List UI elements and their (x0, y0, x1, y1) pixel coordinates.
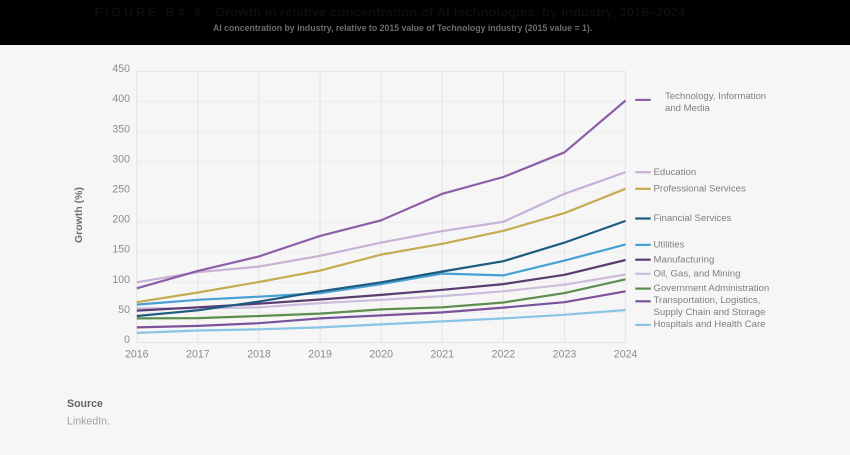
svg-text:2024: 2024 (614, 349, 638, 361)
svg-text:100: 100 (112, 274, 130, 286)
svg-text:Professional Services: Professional Services (654, 183, 746, 194)
svg-text:450: 450 (112, 63, 130, 75)
svg-text:Financial Services: Financial Services (654, 213, 732, 224)
svg-text:2019: 2019 (308, 349, 332, 361)
svg-text:2016: 2016 (125, 349, 149, 361)
svg-text:Technology, Information: Technology, Information (665, 91, 766, 102)
svg-text:Education: Education (654, 167, 697, 178)
svg-text:AI concentration by industry,: AI concentration by industry, relative t… (213, 23, 592, 33)
svg-text:2021: 2021 (431, 349, 455, 361)
svg-text:2018: 2018 (247, 349, 271, 361)
svg-text:350: 350 (112, 123, 130, 135)
svg-text:Growth (%): Growth (%) (73, 187, 85, 243)
svg-text:250: 250 (112, 184, 130, 196)
svg-text:0: 0 (124, 334, 130, 346)
svg-text:Source: Source (67, 398, 103, 410)
svg-text:and Media: and Media (665, 103, 710, 114)
svg-text:2023: 2023 (553, 349, 577, 361)
svg-text:Manufacturing: Manufacturing (654, 254, 715, 265)
svg-text:Transportation, Logistics,: Transportation, Logistics, (654, 295, 761, 306)
svg-text:FIGURE B4.4: FIGURE B4.4 (95, 6, 204, 20)
svg-text:2017: 2017 (186, 349, 210, 361)
svg-text:Utilities: Utilities (654, 240, 685, 251)
svg-text:Supply Chain and Storage: Supply Chain and Storage (654, 307, 766, 318)
svg-text:300: 300 (112, 153, 130, 165)
svg-text:Growth in relative concentrati: Growth in relative concentration of AI t… (215, 5, 686, 20)
svg-text:400: 400 (112, 93, 130, 105)
svg-text:150: 150 (112, 244, 130, 256)
svg-text:Hospitals and Health Care: Hospitals and Health Care (654, 319, 766, 330)
svg-text:200: 200 (112, 214, 130, 226)
svg-text:LinkedIn.: LinkedIn. (67, 416, 110, 428)
svg-text:2020: 2020 (369, 349, 393, 361)
svg-text:50: 50 (118, 304, 130, 316)
svg-text:Oil, Gas, and Mining: Oil, Gas, and Mining (654, 268, 741, 279)
svg-text:2022: 2022 (492, 349, 516, 361)
svg-text:Government Administration: Government Administration (654, 283, 770, 294)
